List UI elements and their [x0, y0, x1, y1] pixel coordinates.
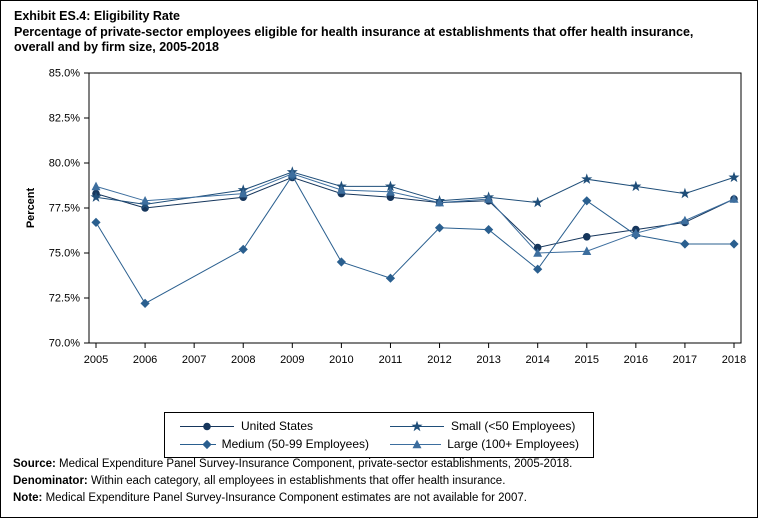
legend-label: United States — [241, 419, 314, 433]
footnote-label: Source: — [13, 458, 56, 470]
triangle-marker — [385, 187, 395, 196]
x-tick-label: 2014 — [525, 354, 549, 366]
x-tick-label: 2017 — [673, 354, 697, 366]
legend-label: Large (100+ Employees) — [447, 437, 579, 451]
y-tick-label: 80.0% — [49, 158, 80, 170]
diamond-marker — [91, 217, 101, 227]
triangle-marker — [729, 194, 739, 203]
circle-marker — [533, 243, 542, 252]
triangle-marker — [140, 196, 150, 205]
circle-marker — [203, 422, 211, 430]
star-marker — [630, 180, 642, 192]
triangle-marker — [582, 246, 592, 255]
legend-item: Medium (50-99 Employees) — [179, 437, 369, 451]
star-marker — [411, 420, 423, 431]
chart-title-line1: Exhibit ES.4: Eligibility Rate — [14, 9, 181, 23]
x-tick-label: 2010 — [329, 354, 353, 366]
series-line — [95, 174, 734, 305]
diamond-marker — [385, 273, 396, 283]
x-tick-label: 2008 — [231, 354, 255, 366]
y-tick-label: 72.5% — [49, 293, 80, 305]
y-tick-label: 82.5% — [49, 113, 80, 125]
triangle-marker — [91, 181, 101, 191]
diamond-marker — [582, 196, 592, 206]
y-tick-label: 70.0% — [49, 338, 80, 350]
x-tick-label: 2018 — [722, 354, 746, 366]
footnote-text: Medical Expenditure Panel Survey-Insuran… — [55, 458, 573, 470]
diamond-marker — [140, 298, 150, 308]
star-marker — [728, 171, 740, 183]
legend-marker — [180, 422, 234, 430]
diamond-marker — [238, 244, 248, 254]
star-marker — [679, 187, 691, 199]
triangle-marker — [484, 194, 494, 203]
triangle-marker — [412, 439, 422, 448]
legend: United States Small (<50 Employees) Medium… — [164, 412, 594, 458]
plot-border — [88, 72, 742, 344]
footnote-line: Source: Medical Expenditure Panel Survey… — [13, 456, 572, 473]
x-tick-label: 2016 — [624, 354, 648, 366]
chart-title: Exhibit ES.4: Eligibility Rate Percentag… — [14, 9, 693, 56]
line-chart: 70.0% 72.5% 75.0% 77.5% 80.0% 82.5% 85.0% 2005 2… — [25, 68, 746, 367]
x-tick-label: 2007 — [182, 354, 206, 366]
footnotes: Source: Medical Expenditure Panel Survey… — [13, 456, 572, 507]
triangle-marker — [631, 228, 641, 237]
triangle-marker — [287, 169, 297, 178]
legend-marker — [180, 439, 216, 449]
x-tick-label: 2009 — [280, 354, 304, 366]
diamond-marker — [202, 439, 212, 449]
triangle-marker — [533, 248, 543, 257]
diamond-marker — [680, 239, 690, 249]
triangle-marker — [680, 215, 690, 225]
diamond-marker — [533, 264, 543, 274]
x-tick-label: 2013 — [476, 354, 500, 366]
x-tick-label: 2012 — [427, 354, 451, 366]
legend-item: Small (<50 Employees) — [389, 419, 579, 433]
footnote-text: Medical Expenditure Panel Survey-Insuran… — [42, 492, 527, 504]
chart-title-line3: overall and by firm size, 2005-2018 — [14, 40, 219, 55]
y-tick-label: 77.5% — [49, 203, 80, 215]
y-axis-title: Percent — [25, 187, 37, 228]
footnote-label: Denominator: — [13, 475, 88, 487]
triangle-marker — [238, 188, 248, 198]
star-marker — [384, 180, 396, 192]
diamond-marker — [336, 257, 346, 267]
x-tick-label: 2015 — [575, 354, 599, 366]
x-tick-label: 2005 — [84, 354, 108, 366]
footnote-text: Within each category, all employees in e… — [87, 475, 506, 487]
diamond-marker — [484, 225, 494, 235]
diamond-marker — [729, 239, 739, 249]
chart-title-line2: Percentage of private-sector employees e… — [14, 24, 694, 39]
x-tick-label: 2006 — [133, 354, 157, 366]
y-tick-label: 75.0% — [49, 248, 80, 260]
footnote-label: Note: — [13, 492, 43, 504]
legend-marker — [390, 439, 442, 448]
triangle-marker — [435, 197, 445, 207]
footnote-line: Note: Medical Expenditure Panel Survey-I… — [13, 490, 572, 507]
legend-label: Medium (50-99 Employees) — [221, 437, 369, 451]
legend-item: Large (100+ Employees) — [389, 437, 579, 451]
legend-item: United States — [179, 419, 369, 433]
y-tick-label: 85.0% — [49, 68, 80, 80]
x-tick-label: 2011 — [379, 354, 403, 366]
circle-marker — [582, 233, 591, 241]
footnote-line: Denominator: Within each category, all e… — [13, 473, 572, 490]
star-marker — [90, 191, 102, 202]
triangle-marker — [336, 185, 346, 194]
diamond-marker — [434, 223, 445, 233]
legend-marker — [390, 420, 444, 431]
star-marker — [532, 196, 544, 208]
star-marker — [581, 173, 593, 184]
legend-label: Small (<50 Employees) — [451, 419, 576, 433]
